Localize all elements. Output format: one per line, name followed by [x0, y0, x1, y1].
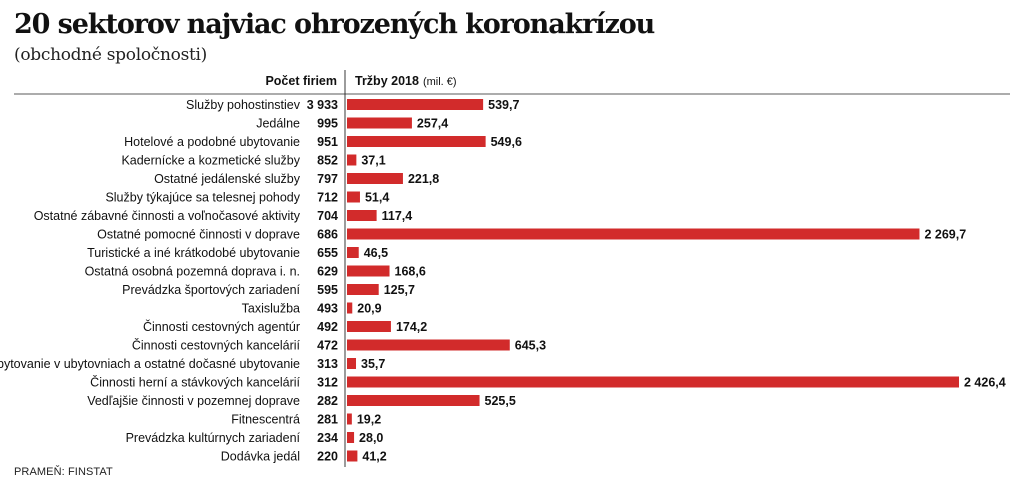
revenue-column-header: Tržby 2018 (mil. €) [355, 74, 457, 88]
bar [347, 136, 486, 147]
count-label: 3 933 [307, 98, 338, 112]
count-label: 234 [317, 431, 338, 445]
category-label: Ubytovanie v ubytovniach a ostatné dočas… [0, 357, 300, 371]
bar [347, 99, 484, 110]
bar [347, 358, 357, 369]
category-label: Prevádzka kultúrnych zariadení [126, 431, 301, 445]
count-label: 704 [317, 209, 338, 223]
value-label: 174,2 [396, 320, 427, 334]
category-label: Taxislužba [242, 301, 300, 315]
value-label: 46,5 [364, 246, 388, 260]
count-label: 282 [317, 394, 338, 408]
bar [347, 302, 353, 314]
bar [347, 247, 359, 258]
bar [347, 228, 920, 240]
value-label: 525,5 [485, 394, 516, 408]
count-label: 492 [317, 320, 338, 334]
count-label: 595 [317, 283, 338, 297]
bar [347, 432, 355, 443]
value-label: 549,6 [491, 135, 522, 149]
value-label: 645,3 [515, 338, 546, 352]
category-label: Vedľajšie činnosti v pozemnej doprave [87, 394, 300, 408]
bar [347, 284, 379, 295]
category-label: Kadernícke a kozmetické služby [121, 153, 300, 167]
category-label: Ostatné pomocné činnosti v doprave [97, 227, 300, 241]
count-label: 493 [317, 301, 338, 315]
count-label: 472 [317, 338, 338, 352]
bar [347, 450, 358, 462]
value-label: 2 426,4 [964, 375, 1006, 389]
bar [347, 265, 390, 277]
category-label: Turistické a iné krátkodobé ubytovanie [87, 246, 300, 260]
count-label: 313 [317, 357, 338, 371]
bar [347, 210, 377, 221]
category-label: Ostatné jedálenské služby [154, 172, 301, 186]
count-label: 281 [317, 412, 338, 426]
value-label: 168,6 [395, 264, 426, 278]
value-label: 2 269,7 [924, 227, 966, 241]
category-label: Dodávka jedál [221, 449, 300, 463]
value-label: 19,2 [357, 412, 381, 426]
count-label: 797 [317, 172, 338, 186]
revenue-header-label: Tržby 2018 [355, 74, 419, 88]
value-label: 221,8 [408, 172, 439, 186]
value-label: 257,4 [417, 116, 448, 130]
bar [347, 413, 352, 425]
value-label: 41,2 [362, 449, 386, 463]
category-label: Činnosti cestovných kancelárií [132, 337, 301, 352]
count-column-header: Počet firiem [265, 74, 337, 88]
value-label: 37,1 [361, 153, 385, 167]
count-label: 951 [317, 135, 338, 149]
bar [347, 191, 360, 203]
category-label: Jedálne [256, 116, 300, 130]
chart-rows: Služby pohostinstiev 3 933 539,7 Jedálne 995… [0, 98, 1006, 463]
count-label: 712 [317, 190, 338, 204]
count-label: 995 [317, 116, 338, 130]
source-note: PRAMEŇ: FINSTAT [14, 466, 113, 478]
value-label: 20,9 [357, 301, 381, 315]
value-label: 539,7 [488, 98, 519, 112]
category-label: Služby pohostinstiev [186, 98, 301, 112]
category-label: Hotelové a podobné ubytovanie [124, 135, 300, 149]
category-label: Prevádzka športových zariadení [122, 283, 300, 297]
category-label: Služby týkajúce sa telesnej pohody [105, 190, 300, 204]
count-label: 629 [317, 264, 338, 278]
bar [347, 339, 510, 351]
count-label: 686 [317, 227, 338, 241]
bar [347, 376, 959, 388]
category-label: Činnosti cestovných agentúr [143, 319, 300, 334]
bar [347, 117, 412, 129]
value-label: 35,7 [361, 357, 385, 371]
count-label: 312 [317, 375, 338, 389]
page-title: 20 sektorov najviac ohrozených koronakrí… [14, 9, 655, 40]
value-label: 28,0 [359, 431, 383, 445]
value-label: 51,4 [365, 190, 389, 204]
category-label: Fitnescentrá [231, 412, 300, 426]
count-label: 220 [317, 449, 338, 463]
category-label: Ostatná osobná pozemná doprava i. n. [85, 264, 300, 278]
value-label: 125,7 [384, 283, 415, 297]
category-label: Ostatné zábavné činnosti a voľnočasové a… [34, 209, 301, 223]
bar [347, 154, 357, 166]
revenue-unit-label: (mil. €) [423, 76, 457, 88]
page-subtitle: (obchodné spoločnosti) [14, 45, 207, 65]
bar [347, 321, 391, 332]
value-label: 117,4 [382, 209, 413, 223]
count-label: 852 [317, 153, 338, 167]
column-headers: Počet firiem Tržby 2018 (mil. €) [265, 74, 456, 88]
bar [347, 395, 480, 406]
count-label: 655 [317, 246, 338, 260]
bar [347, 173, 403, 184]
category-label: Činnosti herní a stávkových kancelárií [90, 374, 300, 389]
